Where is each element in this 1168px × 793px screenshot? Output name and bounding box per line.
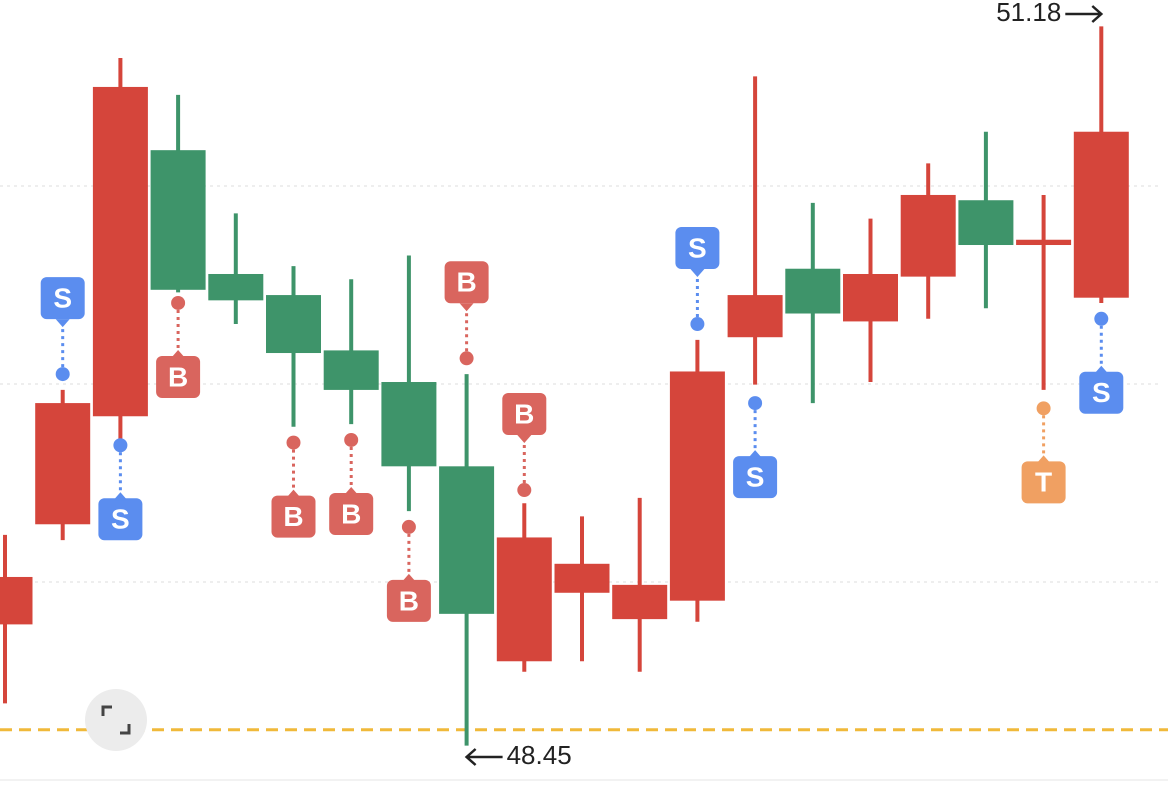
signal-badge [386, 579, 431, 622]
signal: B [502, 393, 547, 498]
fullscreen-button[interactable] [85, 689, 147, 751]
signal-dot [459, 351, 474, 366]
signal-label: S [111, 504, 130, 535]
candle-body [843, 273, 898, 322]
signal: B [444, 261, 489, 366]
candle-body [323, 350, 379, 390]
signal-dot [55, 367, 70, 382]
max-arrow [1065, 5, 1104, 23]
signal-label: S [746, 461, 765, 492]
candle-body [958, 200, 1014, 246]
candle-body [439, 466, 495, 614]
signal-label: B [168, 361, 188, 392]
signal-dot [401, 519, 416, 534]
candle-body [900, 194, 956, 277]
button-bg[interactable] [85, 689, 147, 751]
signal-pointer [286, 489, 301, 498]
signal-badge [98, 498, 143, 541]
signal: B [386, 519, 431, 622]
candle-body [0, 576, 33, 625]
signal-pointer [748, 450, 763, 459]
signal-label: T [1035, 467, 1052, 498]
signal-label: B [514, 398, 534, 429]
signal-label: B [283, 501, 303, 532]
candle-body [554, 563, 610, 593]
candle-body [669, 371, 725, 601]
signal-dot [517, 483, 532, 498]
signal-dot [286, 435, 301, 450]
candle-body [1073, 131, 1129, 298]
candle-body [612, 584, 668, 620]
signal-pointer [459, 303, 474, 312]
signal: S [675, 227, 720, 332]
signal-badge [271, 495, 316, 538]
signal-dot [1094, 311, 1109, 326]
candle-body [381, 382, 437, 467]
signal-label: S [53, 282, 72, 313]
signal-dot [690, 317, 705, 332]
candle-body [35, 403, 91, 525]
signal-badge [675, 227, 720, 270]
signal: T [1021, 401, 1066, 504]
max-label: 51.18 [996, 0, 1061, 27]
signal-dot [344, 432, 359, 447]
candle-body [785, 268, 841, 314]
signal-badge [444, 261, 489, 304]
signal: B [156, 295, 201, 398]
signal-pointer [344, 486, 359, 495]
signal: S [40, 277, 85, 382]
signal-pointer [401, 573, 416, 582]
candle-body [727, 295, 783, 338]
min-label: 48.45 [507, 740, 572, 770]
signal-label: B [456, 267, 476, 298]
signal-dot [113, 438, 128, 453]
candle-body [208, 273, 264, 301]
signal-pointer [517, 435, 532, 444]
signal-pointer [1094, 365, 1109, 374]
signal: S [1079, 311, 1124, 414]
candle-body [1016, 239, 1072, 246]
signal-label: B [399, 585, 419, 616]
button-icon [101, 705, 131, 735]
signal-pointer [113, 492, 128, 501]
signal-dot [748, 396, 763, 411]
signal-badge [40, 277, 85, 320]
signal-label: B [341, 498, 361, 529]
signal: S [98, 438, 143, 541]
signal-pointer [690, 269, 705, 278]
signal: B [329, 432, 374, 535]
signal-pointer [55, 319, 70, 328]
signal: S [733, 396, 778, 499]
signal-label: S [1092, 377, 1111, 408]
candle-body [266, 295, 321, 354]
signal-badge [1021, 461, 1066, 504]
signal-badge [329, 492, 374, 535]
signal-dot [171, 295, 186, 310]
signal: B [271, 435, 316, 538]
plot: S S B B B B B B S S T S 51.18 48.45 [0, 0, 1168, 770]
signal-badge [156, 355, 201, 398]
signal-pointer [1036, 455, 1051, 464]
candle-body [92, 86, 148, 417]
signal-badge [733, 456, 778, 499]
signal-label: S [688, 232, 707, 263]
candle-body [496, 537, 552, 662]
min-arrow [464, 748, 503, 766]
signal-pointer [171, 349, 186, 358]
signal-dot [1036, 401, 1051, 416]
signal-badge [502, 393, 547, 436]
candle-body [150, 150, 206, 290]
signal-badge [1079, 371, 1124, 414]
grid [0, 185, 1168, 781]
